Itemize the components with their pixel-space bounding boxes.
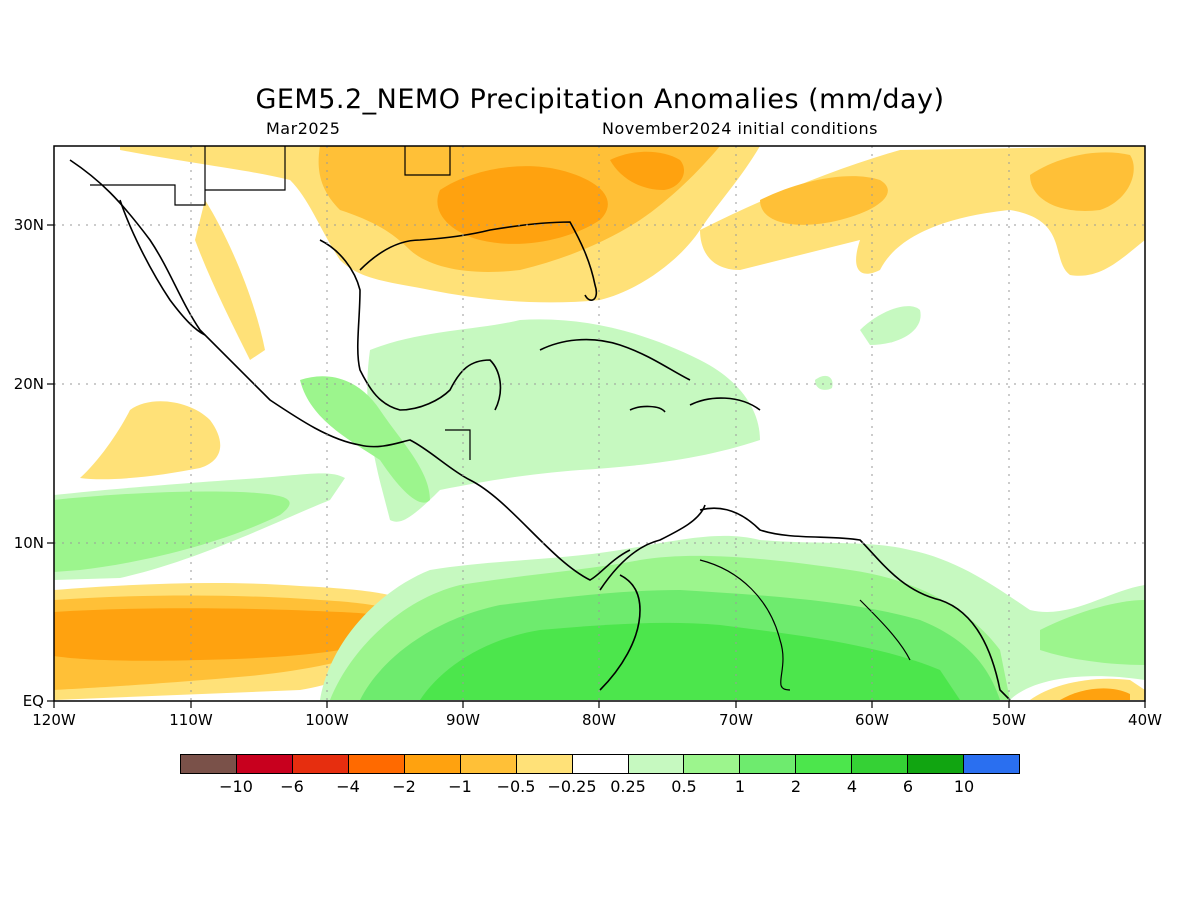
x-tick-label: 110W: [169, 711, 213, 729]
x-tick-label: 80W: [582, 711, 616, 729]
colorbar-swatch: [460, 755, 517, 773]
pacific-wet-core: [54, 491, 290, 572]
colorbar-swatch: [740, 755, 797, 773]
colorbar-swatch: [796, 755, 853, 773]
colorbar-label: 4: [846, 777, 858, 796]
colorbar-label: −0.25: [547, 777, 597, 796]
x-tick-label: 120W: [32, 711, 76, 729]
atlantic-dry-east: [1030, 152, 1134, 211]
colorbar-label: −4: [336, 777, 360, 796]
y-tick-label: 20N: [13, 375, 44, 393]
pacific-dry-patch: [80, 401, 221, 480]
x-tick-label: 100W: [305, 711, 349, 729]
x-tick-label: 60W: [855, 711, 889, 729]
colorbar-label: −2: [392, 777, 416, 796]
central-america-wet: [300, 376, 430, 503]
colorbar-label: −10: [219, 777, 253, 796]
baja-dry: [195, 200, 265, 360]
colorbar-swatch: [181, 755, 237, 773]
colorbar-swatch: [964, 755, 1020, 773]
south-america-wet-max: [420, 622, 960, 700]
pacific-dry-core: [54, 608, 395, 661]
initial-conditions: November2024 initial conditions: [602, 119, 878, 138]
colorbar-swatch: [628, 755, 685, 773]
axis-ticks: [47, 224, 1146, 708]
colorbar-swatch: [908, 755, 965, 773]
x-tick-label: 90W: [446, 711, 480, 729]
y-tick-label: EQ: [22, 692, 44, 710]
colorbar-swatch: [684, 755, 741, 773]
chart-title: GEM5.2_NEMO Precipitation Anomalies (mm/…: [255, 84, 945, 115]
colorbar-swatch: [516, 755, 573, 773]
atlantic-dry-mid: [760, 176, 888, 225]
colorbar-label: −6: [280, 777, 304, 796]
colorbar-label: −1: [448, 777, 472, 796]
equatorial-atlantic-dry-core: [1060, 688, 1130, 700]
caribbean-wet: [367, 319, 760, 522]
atlantic-wet-dot: [815, 375, 833, 390]
colorbar-label: 0.25: [610, 777, 646, 796]
x-tick-label: 50W: [992, 711, 1026, 729]
grid-lines: [54, 146, 1145, 701]
y-tick-label: 30N: [13, 216, 44, 234]
x-tick-label: 70W: [719, 711, 753, 729]
colorbar-swatch: [404, 755, 461, 773]
colorbar-swatch: [348, 755, 405, 773]
y-tick-label: 10N: [13, 534, 44, 552]
coastlines: [69, 159, 1011, 701]
colorbar-swatch: [236, 755, 293, 773]
atlantic-dry-core: [610, 151, 685, 190]
colorbar-label: 1: [734, 777, 746, 796]
borders: [90, 146, 911, 691]
colorbar: [180, 754, 1020, 774]
colorbar-swatch: [852, 755, 909, 773]
colorbar-label: 6: [902, 777, 914, 796]
gulf-dry-core: [437, 166, 608, 244]
colorbar-label: −0.5: [496, 777, 536, 796]
colorbar-swatch: [292, 755, 349, 773]
colorbar-swatch: [572, 755, 629, 773]
x-tick-label: 40W: [1128, 711, 1162, 729]
atlantic-wet-patch: [860, 306, 921, 345]
colorbar-label: 2: [790, 777, 802, 796]
colorbar-label: 0.5: [671, 777, 697, 796]
atlantic-wet-east: [1040, 600, 1145, 665]
forecast-month: Mar2025: [266, 119, 341, 138]
anomaly-field: [54, 146, 1145, 700]
colorbar-label: 10: [953, 777, 975, 796]
